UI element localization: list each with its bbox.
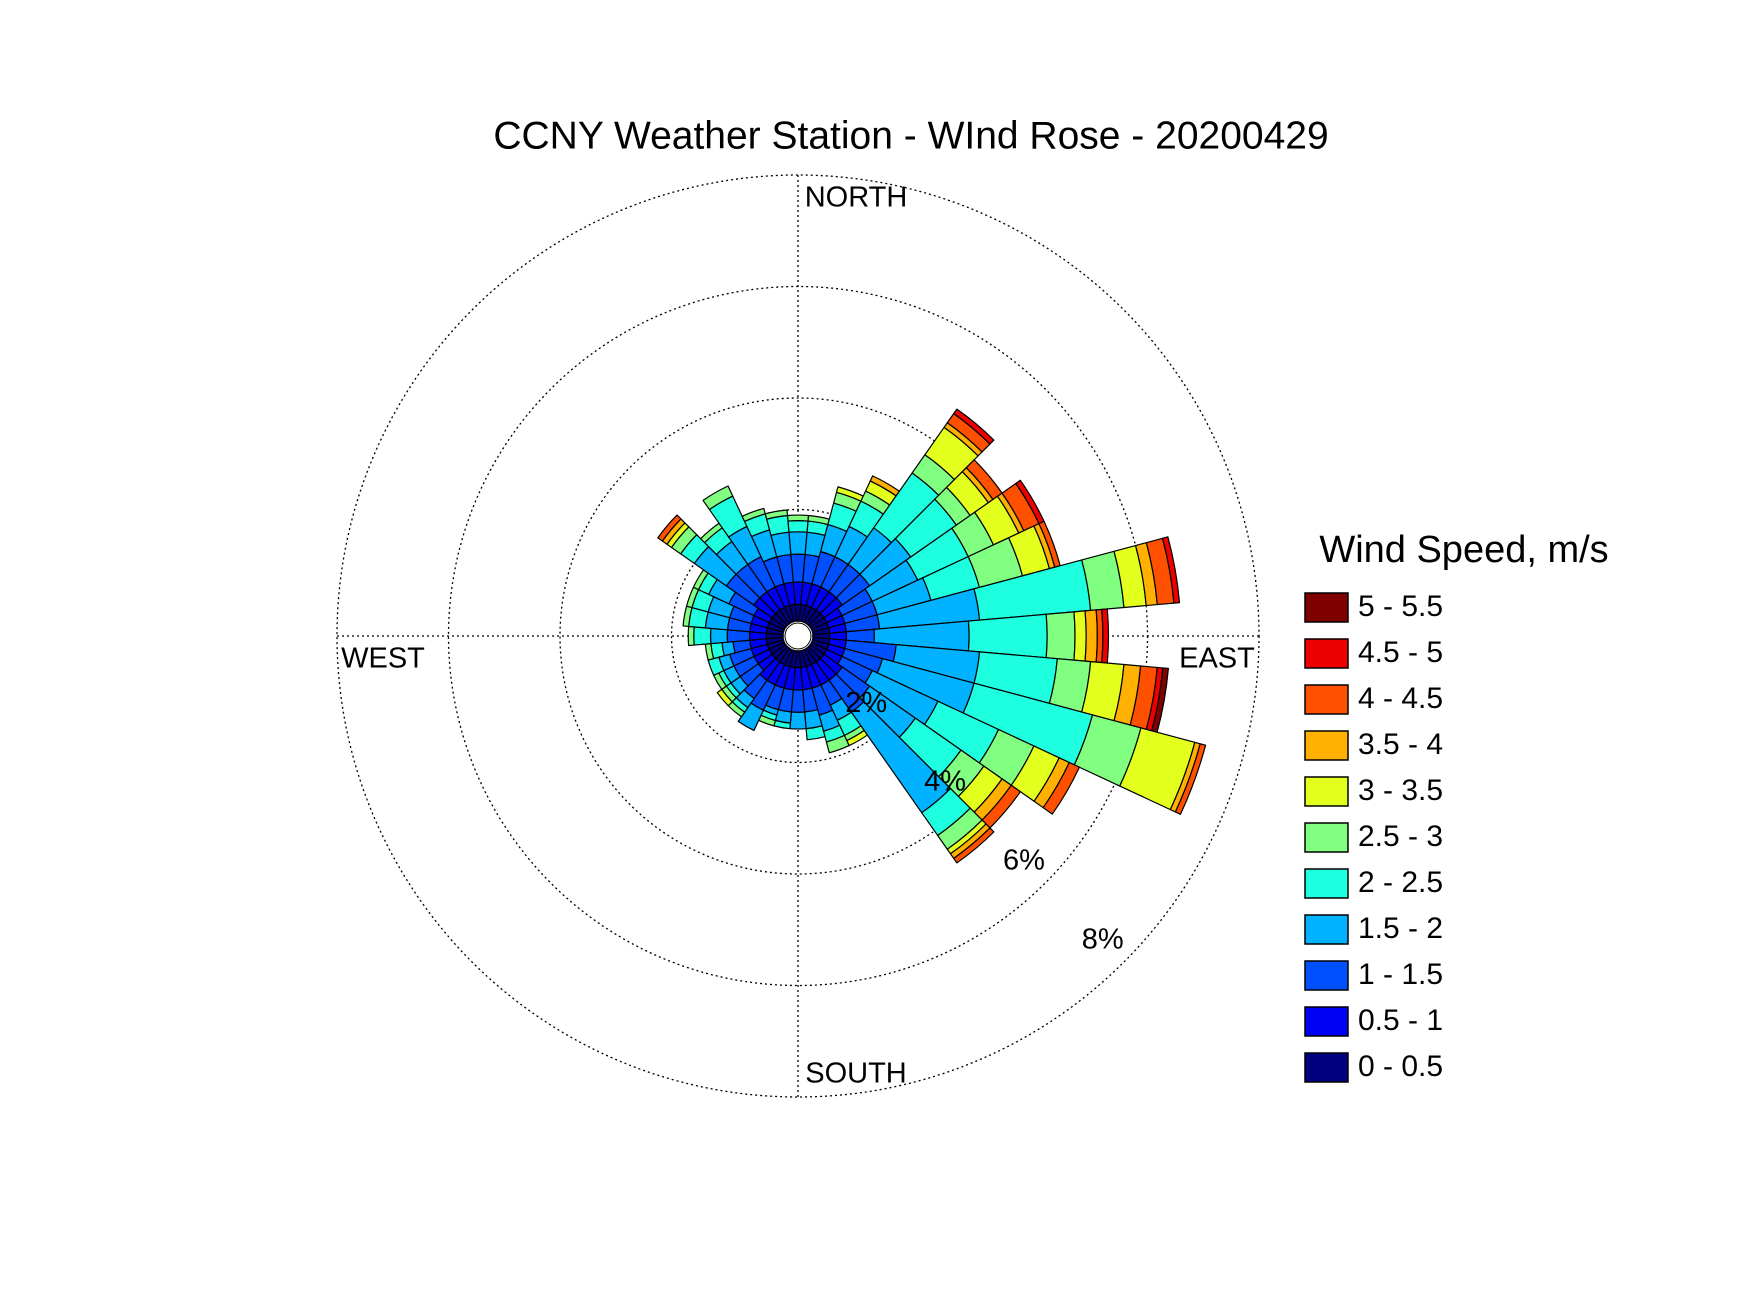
legend-label: 0.5 - 1 <box>1358 1004 1443 1037</box>
wedge-segment <box>737 702 764 732</box>
legend-label: 4 - 4.5 <box>1358 682 1443 715</box>
wedge-segment <box>1084 609 1098 663</box>
wedge-segment <box>741 507 766 522</box>
direction-label: NORTH <box>805 182 908 214</box>
chart-title: CCNY Weather Station - WInd Rose - 20200… <box>493 114 1328 157</box>
ring-label: 2% <box>845 687 887 719</box>
legend-label: 3.5 - 4 <box>1358 728 1443 761</box>
wedge-segment <box>716 688 733 707</box>
legend-label: 4.5 - 5 <box>1358 636 1443 669</box>
labels: 2% 4% 6% 8% NORTH EAST SOUTH WEST <box>341 182 1255 1090</box>
wedge-segment <box>693 626 712 646</box>
direction-label: EAST <box>1179 643 1255 675</box>
legend-swatch <box>1304 684 1349 715</box>
legend-swatch <box>1304 822 1349 853</box>
legend-label: 2 - 2.5 <box>1358 866 1443 899</box>
wedge-segment <box>657 514 682 542</box>
wedge-segment <box>786 514 810 522</box>
wedge-segment <box>787 520 809 533</box>
wedge-segment <box>1042 761 1080 815</box>
wedge-segment <box>1161 536 1181 604</box>
legend-label: 0 - 0.5 <box>1358 1050 1443 1083</box>
legend-swatch <box>1304 1006 1349 1037</box>
wedge-segment <box>953 408 995 445</box>
direction-label: WEST <box>341 643 425 675</box>
wedge-segment <box>1174 743 1207 815</box>
wedge-segment <box>1073 610 1087 662</box>
wedge-segment <box>967 613 1048 659</box>
legend-label: 5 - 5.5 <box>1358 590 1443 623</box>
legend-swatch <box>1304 914 1349 945</box>
wedge-segment <box>805 725 826 741</box>
wedge-segment <box>687 625 695 647</box>
legend-swatch <box>1304 776 1349 807</box>
legend-label: 2.5 - 3 <box>1358 820 1443 853</box>
legend-swatch <box>1304 592 1349 623</box>
legend-swatch <box>1304 730 1349 761</box>
legend-label: 1 - 1.5 <box>1358 958 1443 991</box>
wedge-segment <box>1045 611 1076 661</box>
legend-title: Wind Speed, m/s <box>1319 529 1608 571</box>
wedge-segment <box>1101 608 1110 664</box>
legend-label: 3 - 3.5 <box>1358 774 1443 807</box>
direction-label: SOUTH <box>805 1058 907 1090</box>
legend-swatch <box>1304 960 1349 991</box>
wedge-segment <box>788 531 808 556</box>
ring-label: 8% <box>1082 923 1124 955</box>
grid-ring <box>447 285 1149 987</box>
center-hole <box>784 622 812 650</box>
legend-swatch <box>1304 638 1349 669</box>
wedge-segment <box>764 509 789 520</box>
wedge-segment <box>825 734 850 754</box>
wedge-segment <box>702 485 734 511</box>
ring-label: 4% <box>924 766 966 798</box>
rose <box>657 408 1207 864</box>
legend-label: 1.5 - 2 <box>1358 912 1443 945</box>
wedge-segment <box>789 711 807 730</box>
wedge-segment <box>709 627 729 645</box>
legend-swatch <box>1304 868 1349 899</box>
ring-label: 6% <box>1003 845 1045 877</box>
grid-ring <box>336 174 1260 1098</box>
legend-swatch <box>1304 1052 1349 1083</box>
legend: Wind Speed, m/s 5 - 5.5 4.5 - 5 4 - 4.5 3.5… <box>1304 529 1609 1083</box>
wedge-segment <box>953 827 995 864</box>
